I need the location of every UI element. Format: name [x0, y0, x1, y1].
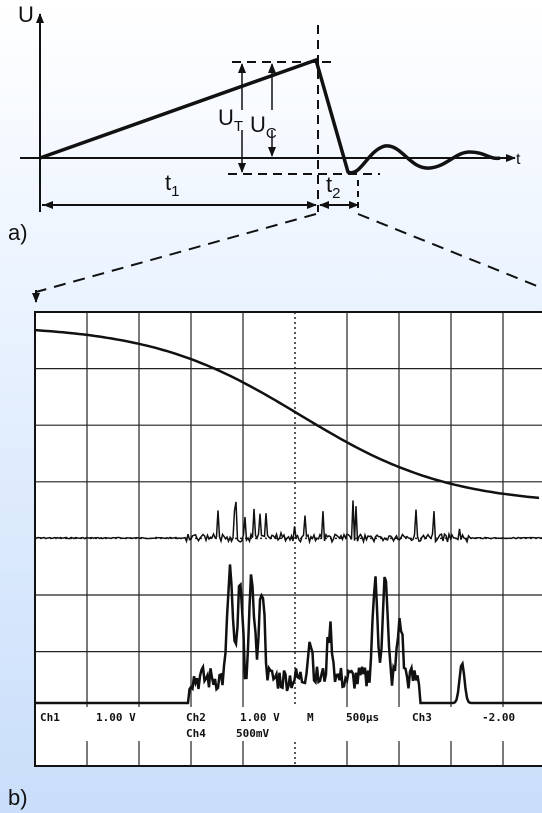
- zoom-line: [358, 214, 542, 288]
- label-sub: C: [266, 125, 277, 142]
- label: UC: [250, 112, 277, 142]
- readout-text: -2.00: [482, 711, 515, 724]
- readout-text: Ch1: [40, 711, 60, 724]
- label: t2: [326, 172, 340, 202]
- label: UT: [218, 105, 243, 135]
- label-sub: 1: [171, 183, 179, 200]
- zoom-line: [36, 214, 316, 292]
- label-sub: T: [234, 118, 243, 135]
- panel-label: b): [8, 785, 28, 810]
- label-main: U: [250, 112, 266, 137]
- panel-label: a): [8, 220, 28, 245]
- label-sub: 2: [332, 185, 340, 202]
- page: U t UT UC t1 t2 a) Ch11.00 VCh21.00 VM50…: [0, 0, 542, 813]
- axis-label: U: [18, 2, 34, 27]
- label: t1: [165, 170, 179, 200]
- axis-label: t: [516, 151, 521, 168]
- pulse: [40, 60, 500, 173]
- readout-text: Ch3: [412, 711, 432, 724]
- label-main: U: [218, 105, 234, 130]
- figure: U t UT UC t1 t2 a) Ch11.00 VCh21.00 VM50…: [0, 0, 542, 813]
- readout-text: Ch4: [186, 727, 206, 740]
- readout-text: 1.00 V: [96, 711, 136, 724]
- readout-text: 500mV: [236, 727, 269, 740]
- readout-text: 500µs: [346, 711, 379, 724]
- readout-text: 1.00 V: [240, 711, 280, 724]
- panel-a: [20, 14, 542, 292]
- readout-text: Ch2: [186, 711, 206, 724]
- readout-text: M: [307, 711, 314, 724]
